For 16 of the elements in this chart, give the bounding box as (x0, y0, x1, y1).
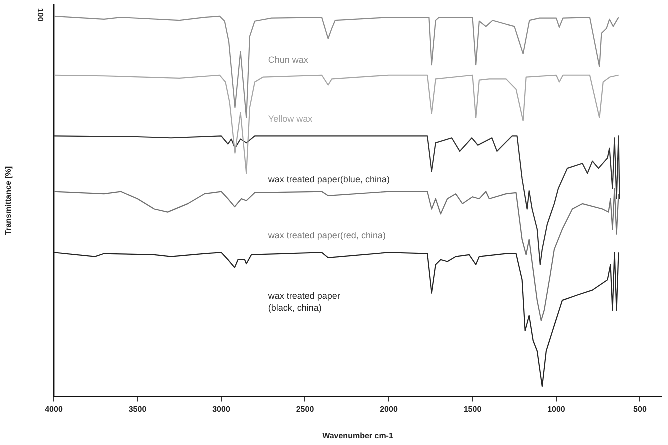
text: wax treated paper (black, china) (267, 291, 340, 314)
x-tick-label: 3000 (212, 404, 231, 414)
text: Yellow wax (268, 114, 314, 124)
x-tick-label: 1000 (548, 404, 566, 414)
text: wax treated paper(blue, china) (267, 174, 390, 185)
text: wax treated paper(red, china) (267, 230, 386, 240)
x-tick-label: 2500 (296, 404, 315, 414)
y-axis-title: Transmittance [%] (4, 166, 14, 236)
text: 100 (36, 8, 45, 22)
x-tick-label: 1500 (464, 404, 482, 414)
x-tick-label: 3500 (128, 404, 148, 414)
x-tick-label: 4000 (45, 404, 64, 414)
x-axis-title: Wavenumber cm-1 (322, 431, 394, 440)
x-tick-label: 500 (634, 404, 648, 414)
text: Chun wax (268, 54, 309, 65)
x-tick-label: 2000 (380, 404, 398, 414)
